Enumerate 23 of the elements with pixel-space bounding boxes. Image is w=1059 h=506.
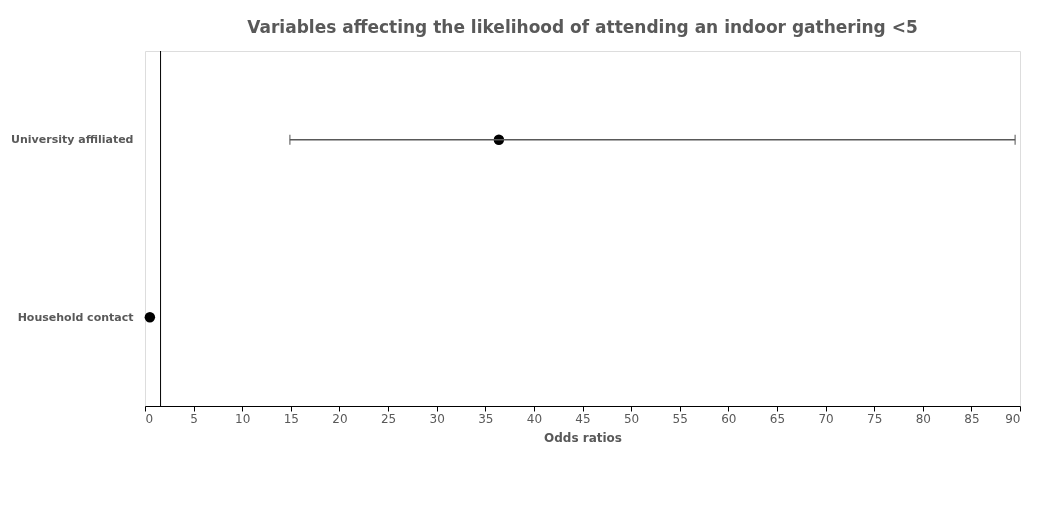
x-tick-label: 35 — [478, 411, 494, 426]
x-tick-label: 80 — [915, 411, 931, 426]
x-tick-label: 40 — [526, 411, 543, 426]
x-tick-label: 10 — [235, 411, 251, 426]
x-tick-label: 75 — [867, 411, 883, 426]
x-tick-label: 20 — [332, 411, 348, 426]
y-tick-label: Household contact — [17, 310, 134, 324]
chart-title: Variables affecting the likelihood of attending an indoor gathering <5 — [247, 16, 918, 37]
x-tick-label: 25 — [380, 411, 397, 426]
x-tick-label: 70 — [818, 411, 834, 426]
x-tick-label: 15 — [283, 411, 299, 426]
x-tick-label: 90 — [1005, 411, 1021, 426]
x-tick-label: 60 — [721, 411, 737, 426]
x-tick-label: 45 — [575, 411, 591, 426]
y-tick-label: University affiliated — [11, 133, 134, 147]
x-tick-label: 50 — [623, 411, 640, 426]
x-tick-label: 30 — [429, 411, 445, 426]
x-tick-label: 0 — [145, 411, 154, 426]
x-axis-title: Odds ratios — [544, 430, 622, 445]
x-tick-label: 85 — [964, 411, 980, 426]
x-tick-label: 65 — [769, 411, 786, 426]
x-tick-label: 55 — [672, 411, 688, 426]
x-tick-label: 5 — [190, 411, 198, 426]
